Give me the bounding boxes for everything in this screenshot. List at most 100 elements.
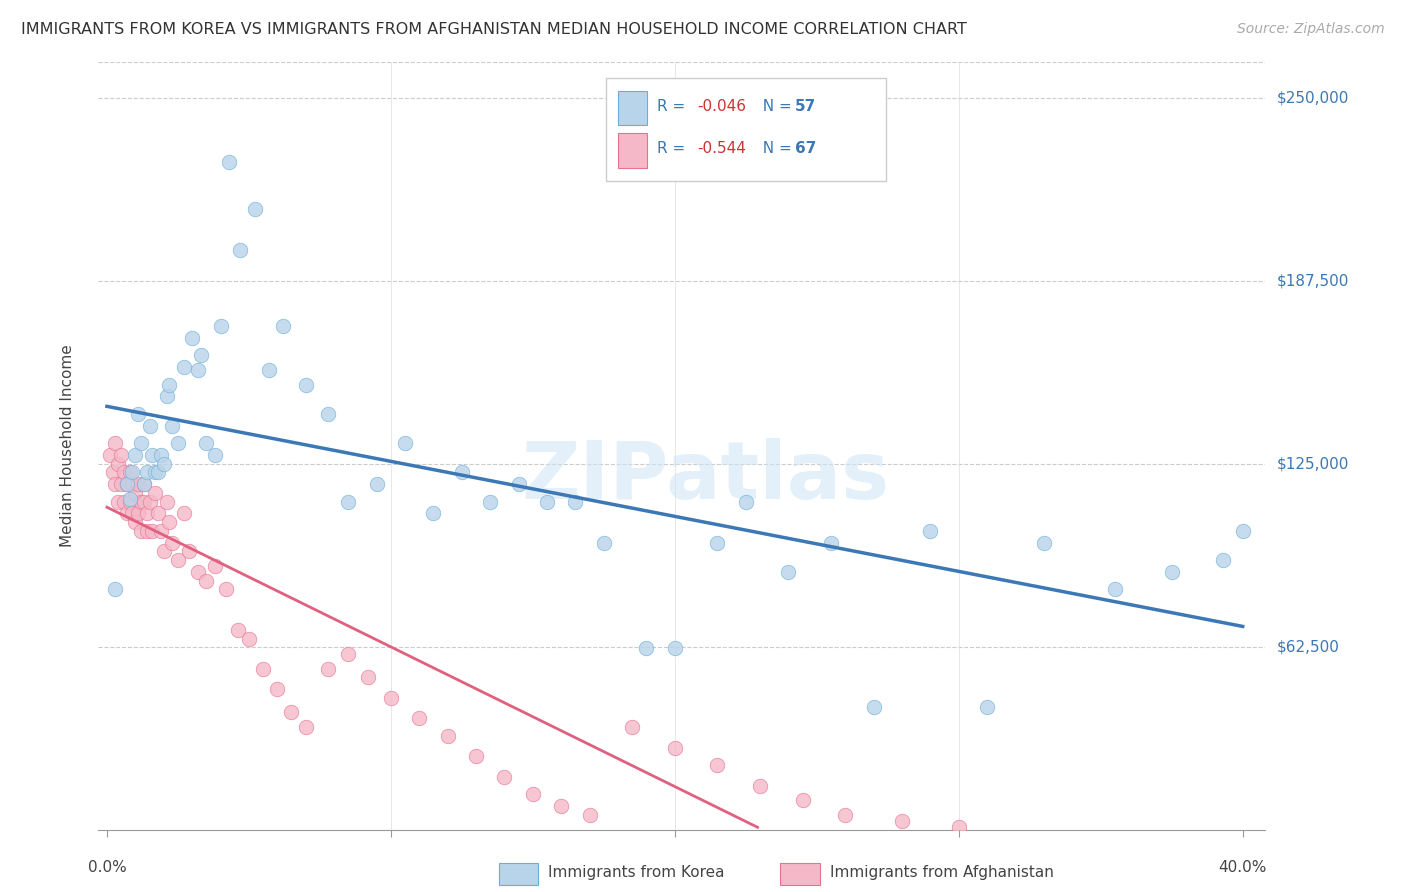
- Point: [257, 363, 280, 377]
- Text: 57: 57: [796, 99, 817, 113]
- Point: [271, 318, 294, 333]
- Point: [564, 494, 586, 508]
- Point: [522, 788, 544, 802]
- Point: [124, 515, 146, 529]
- FancyBboxPatch shape: [617, 91, 647, 126]
- Point: [132, 494, 155, 508]
- Point: [162, 418, 184, 433]
- Point: [118, 494, 141, 508]
- Point: [124, 486, 146, 500]
- Point: [107, 457, 129, 471]
- Point: [138, 418, 160, 433]
- Point: [132, 477, 155, 491]
- Point: [124, 448, 146, 462]
- Point: [112, 466, 135, 480]
- Point: [664, 740, 686, 755]
- Point: [149, 448, 172, 462]
- Point: [778, 565, 800, 579]
- Point: [129, 436, 152, 450]
- Point: [1032, 535, 1054, 549]
- Point: [141, 448, 163, 462]
- Point: [157, 515, 180, 529]
- Point: [218, 155, 240, 169]
- Point: [129, 524, 152, 538]
- Point: [181, 331, 204, 345]
- Text: -0.046: -0.046: [697, 99, 747, 113]
- Point: [834, 808, 856, 822]
- Point: [318, 407, 340, 421]
- Point: [190, 348, 212, 362]
- Point: [380, 690, 402, 705]
- Point: [294, 720, 316, 734]
- Point: [115, 477, 138, 491]
- Point: [107, 494, 129, 508]
- Point: [127, 506, 149, 520]
- Point: [494, 770, 516, 784]
- Point: [118, 466, 141, 480]
- Point: [436, 729, 458, 743]
- Point: [337, 494, 360, 508]
- Point: [104, 582, 127, 597]
- Point: [112, 494, 135, 508]
- Point: [98, 448, 121, 462]
- Point: [226, 624, 249, 638]
- Point: [195, 574, 218, 588]
- Point: [357, 670, 380, 684]
- Text: Immigrants from Korea: Immigrants from Korea: [548, 865, 725, 880]
- Point: [550, 799, 572, 814]
- Point: [636, 640, 658, 655]
- Point: [152, 457, 174, 471]
- Point: [187, 565, 209, 579]
- Point: [422, 506, 444, 520]
- Point: [149, 524, 172, 538]
- Point: [127, 477, 149, 491]
- Point: [280, 706, 302, 720]
- Point: [101, 466, 124, 480]
- Point: [1212, 553, 1234, 567]
- Point: [135, 466, 157, 480]
- Point: [155, 494, 177, 508]
- Point: [664, 640, 686, 655]
- Point: [209, 318, 232, 333]
- Point: [243, 202, 266, 216]
- Point: [792, 793, 814, 807]
- Point: [195, 436, 218, 450]
- Point: [152, 544, 174, 558]
- Point: [157, 377, 180, 392]
- Point: [252, 661, 274, 675]
- Point: [294, 377, 316, 392]
- Point: [204, 559, 226, 574]
- Point: [132, 477, 155, 491]
- Point: [706, 535, 728, 549]
- Point: [734, 494, 756, 508]
- Point: [129, 494, 152, 508]
- Point: [167, 553, 190, 567]
- Point: [143, 486, 166, 500]
- Point: [536, 494, 558, 508]
- Point: [187, 363, 209, 377]
- Text: ZIPatlas: ZIPatlas: [522, 438, 890, 516]
- Point: [135, 524, 157, 538]
- Point: [155, 389, 177, 403]
- Point: [394, 436, 416, 450]
- Point: [104, 477, 127, 491]
- Point: [162, 535, 184, 549]
- Text: Source: ZipAtlas.com: Source: ZipAtlas.com: [1237, 22, 1385, 37]
- Text: 67: 67: [796, 141, 817, 156]
- Text: R =: R =: [658, 141, 690, 156]
- Point: [820, 535, 842, 549]
- Text: $187,500: $187,500: [1277, 273, 1348, 288]
- Point: [135, 506, 157, 520]
- Point: [138, 494, 160, 508]
- Point: [104, 436, 127, 450]
- Point: [465, 749, 488, 764]
- Text: N =: N =: [754, 141, 797, 156]
- FancyBboxPatch shape: [606, 78, 886, 181]
- Point: [366, 477, 388, 491]
- Point: [479, 494, 502, 508]
- Text: $125,000: $125,000: [1277, 456, 1348, 471]
- Point: [215, 582, 238, 597]
- Point: [118, 491, 141, 506]
- Point: [891, 814, 914, 828]
- Point: [408, 711, 430, 725]
